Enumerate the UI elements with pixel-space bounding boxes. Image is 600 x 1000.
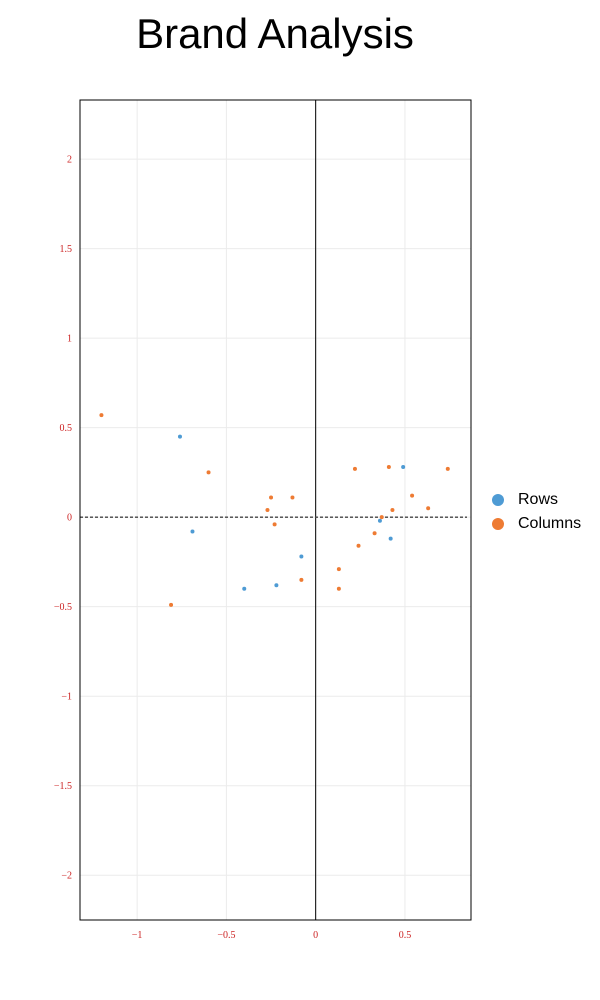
legend: Rows Columns bbox=[492, 488, 581, 536]
y-tick-label: −2 bbox=[61, 871, 72, 882]
row-point bbox=[274, 583, 279, 588]
column-point bbox=[379, 515, 384, 520]
row-point bbox=[377, 518, 382, 523]
column-point bbox=[265, 508, 270, 512]
column-point bbox=[272, 522, 277, 527]
column-point bbox=[372, 531, 377, 536]
legend-item-rows[interactable]: Rows bbox=[492, 488, 581, 512]
legend-rows-label: Rows bbox=[518, 491, 559, 508]
column-point bbox=[206, 470, 211, 475]
y-tick-label: 1 bbox=[67, 334, 72, 345]
y-tick-label: 0.5 bbox=[60, 423, 73, 434]
row-point bbox=[190, 529, 195, 534]
y-axis-ticks: 2 1.5 1 0.5 0 −0.5 −1 −1.5 −2 bbox=[54, 155, 72, 882]
reference-lines bbox=[80, 100, 467, 920]
row-point bbox=[242, 586, 247, 591]
row-point bbox=[388, 536, 393, 541]
column-point bbox=[290, 495, 295, 500]
plot-frame bbox=[79, 99, 472, 921]
y-tick-label: 1.5 bbox=[60, 244, 73, 255]
legend-item-columns[interactable]: Columns bbox=[492, 512, 581, 536]
column-point bbox=[445, 466, 450, 471]
x-tick-label: 0.5 bbox=[399, 930, 412, 941]
column-point bbox=[99, 413, 104, 418]
legend-columns-marker bbox=[492, 518, 504, 530]
column-point bbox=[352, 466, 357, 471]
y-tick-label: −1.5 bbox=[54, 781, 72, 792]
x-tick-label: 0 bbox=[313, 930, 318, 941]
grid-lines bbox=[80, 100, 471, 920]
column-point bbox=[299, 577, 304, 582]
data-points bbox=[99, 413, 450, 607]
row-point bbox=[401, 465, 406, 470]
y-tick-label: 2 bbox=[67, 155, 72, 166]
y-tick-label: 0 bbox=[67, 513, 72, 524]
legend-rows-marker bbox=[492, 494, 504, 506]
column-point bbox=[386, 465, 391, 470]
column-point bbox=[410, 493, 415, 498]
x-tick-label: −1 bbox=[132, 930, 143, 941]
row-point bbox=[177, 434, 182, 439]
column-point bbox=[169, 602, 174, 607]
column-point bbox=[426, 506, 431, 511]
column-point bbox=[336, 567, 341, 572]
column-point bbox=[269, 495, 274, 500]
column-point bbox=[390, 508, 395, 512]
column-point bbox=[356, 543, 361, 548]
y-tick-label: −0.5 bbox=[54, 602, 72, 613]
chart-title: Brand Analysis bbox=[136, 10, 414, 57]
legend-columns-label: Columns bbox=[518, 515, 582, 532]
row-point bbox=[299, 554, 304, 559]
x-tick-label: −0.5 bbox=[217, 930, 235, 941]
x-axis-ticks: −1 −0.5 0 0.5 bbox=[132, 930, 411, 941]
y-tick-label: −1 bbox=[61, 692, 72, 703]
column-point bbox=[336, 586, 341, 591]
